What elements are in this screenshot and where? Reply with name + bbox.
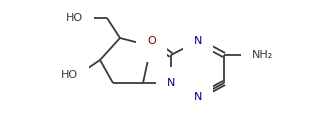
Text: O: O [148, 36, 156, 46]
Text: N: N [194, 92, 202, 102]
Text: HO: HO [66, 13, 83, 23]
Text: O: O [147, 41, 155, 51]
Text: N: N [167, 78, 175, 88]
Text: NH₂: NH₂ [252, 50, 273, 60]
Text: N: N [194, 36, 202, 46]
Text: HO: HO [61, 70, 78, 80]
